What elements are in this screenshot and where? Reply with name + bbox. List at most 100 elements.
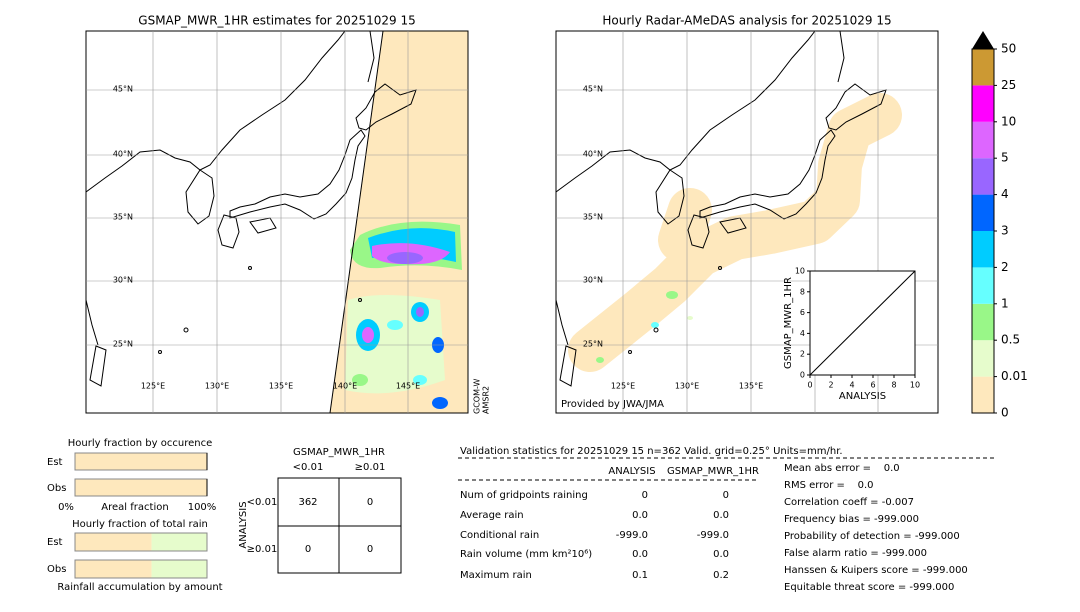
inset-xlabel: ANALYSIS: [839, 391, 886, 402]
score: Probability of detection = -999.000: [784, 531, 960, 542]
stat-label: Num of gridpoints raining: [460, 490, 588, 501]
colorbar-label: 0.01: [1001, 369, 1028, 383]
right-map-title: Hourly Radar-AMeDAS analysis for 2025102…: [602, 14, 891, 28]
colorbar-label: 2: [1001, 260, 1009, 274]
diagonal: [809, 270, 916, 376]
score: Hanssen & Kuipers score = -999.000: [784, 565, 968, 576]
lat-label: 35°N: [583, 213, 603, 222]
y-tick-label: 2: [800, 350, 805, 359]
colorbar-segment: [972, 376, 994, 413]
score: Mean abs error = 0.0: [784, 463, 900, 474]
stat-value: 0: [723, 490, 729, 501]
colorbar-label: 3: [1001, 224, 1009, 238]
row-label: Est: [47, 537, 63, 548]
lat-label: 25°N: [583, 340, 603, 349]
stats-header: ANALYSIS: [608, 466, 655, 477]
row-title: ANALYSIS: [238, 501, 249, 548]
lon-label: 135°E: [739, 382, 763, 391]
stat-value: 0.0: [713, 510, 729, 521]
colorbar-segment: [972, 194, 994, 231]
bar-frame: [74, 532, 208, 552]
y-tick-label: 10: [795, 267, 805, 276]
lat-label: 30°N: [113, 276, 133, 285]
colorbar-segment: [972, 121, 994, 159]
y-tick-label: 4: [800, 329, 805, 338]
y-tick-label: 6: [800, 308, 805, 317]
lon-label: 145°E: [396, 382, 420, 391]
cell-value: 0: [305, 544, 311, 555]
left-map-title: GSMAP_MWR_1HR estimates for 20251029 15: [138, 14, 415, 28]
lat-label: 40°N: [113, 150, 133, 159]
colorbar-label: 25: [1001, 78, 1016, 92]
y-tick-label: 8: [800, 287, 805, 296]
stat-value: 0: [642, 490, 648, 501]
x-tick-label: 0: [807, 381, 812, 390]
row-label: ≥0.01: [247, 544, 278, 555]
stat-value: 0.0: [713, 549, 729, 560]
cell-value: 0: [367, 544, 373, 555]
stats-title: Validation statistics for 20251029 15 n=…: [460, 446, 843, 457]
colorbar-segment: [972, 267, 994, 304]
colorbar-label: 1: [1001, 296, 1009, 310]
row-label: Est: [47, 457, 63, 468]
score: False alarm ratio = -999.000: [784, 548, 927, 559]
total-rain-footer: Rainfall accumulation by amount: [57, 582, 222, 593]
satellite-name: GCOM-W: [473, 378, 482, 414]
fraction-segment: [75, 533, 152, 551]
total-rain-title: Hourly fraction of total rain: [72, 519, 208, 530]
colorbar-label: 10: [1001, 114, 1016, 128]
right-map-frame: [555, 30, 939, 414]
stat-value: 0.0: [632, 549, 648, 560]
lon-label: 130°E: [205, 382, 229, 391]
x-tick-label: 6: [870, 381, 875, 390]
stat-value: 0.2: [713, 570, 729, 581]
score: Frequency bias = -999.000: [784, 514, 919, 525]
stat-label: Maximum rain: [460, 570, 532, 581]
colorbar-label: 50: [1001, 42, 1016, 56]
lat-label: 35°N: [113, 213, 133, 222]
x-tick-label: 2: [828, 381, 833, 390]
bar-frame: [74, 559, 208, 579]
stat-label: Rain volume (mm km²10⁶): [460, 549, 592, 560]
axis-label: 0%: [58, 502, 74, 513]
colorbar-label: 4: [1001, 187, 1009, 201]
colorbar-extend: [972, 31, 994, 49]
lat-label: 25°N: [113, 340, 133, 349]
col-label: ≥0.01: [355, 462, 386, 473]
cell-value: 362: [298, 497, 317, 508]
x-tick-label: 8: [891, 381, 896, 390]
fraction-segment: [151, 560, 207, 578]
row-label: Obs: [47, 564, 66, 575]
stat-value: -999.0: [616, 530, 648, 541]
fraction-bar: [75, 479, 207, 496]
fraction-segment: [151, 533, 207, 551]
lat-label: 45°N: [583, 85, 603, 94]
lon-label: 135°E: [269, 382, 293, 391]
stat-value: 0.0: [632, 510, 648, 521]
fraction-bar: [75, 453, 207, 470]
stat-label: Conditional rain: [460, 530, 539, 541]
lon-label: 130°E: [675, 382, 699, 391]
row-label: <0.01: [247, 497, 278, 508]
row-label: Obs: [47, 483, 66, 494]
left-map-frame: [85, 30, 469, 414]
col-label: <0.01: [293, 462, 324, 473]
colorbar-label: 0.5: [1001, 333, 1020, 347]
lat-label: 30°N: [583, 276, 603, 285]
stat-value: 0.1: [632, 570, 648, 581]
lon-label: 125°E: [611, 382, 635, 391]
x-tick-label: 10: [910, 381, 920, 390]
occurrence-title: Hourly fraction by occurence: [68, 438, 212, 449]
stat-label: Average rain: [460, 510, 524, 521]
score: RMS error = 0.0: [784, 480, 874, 491]
fraction-segment: [75, 560, 152, 578]
left-map: [86, 31, 468, 413]
right-map: [556, 31, 902, 387]
colorbar-segment: [972, 85, 994, 122]
axis-label: Areal fraction: [101, 502, 168, 513]
colorbar-label: 5: [1001, 151, 1009, 165]
axis-label: 100%: [188, 502, 217, 513]
cell-value: 0: [367, 497, 373, 508]
inset-ylabel: GSMAP_MWR_1HR: [783, 277, 794, 369]
sensor-name: AMSR2: [482, 386, 491, 414]
